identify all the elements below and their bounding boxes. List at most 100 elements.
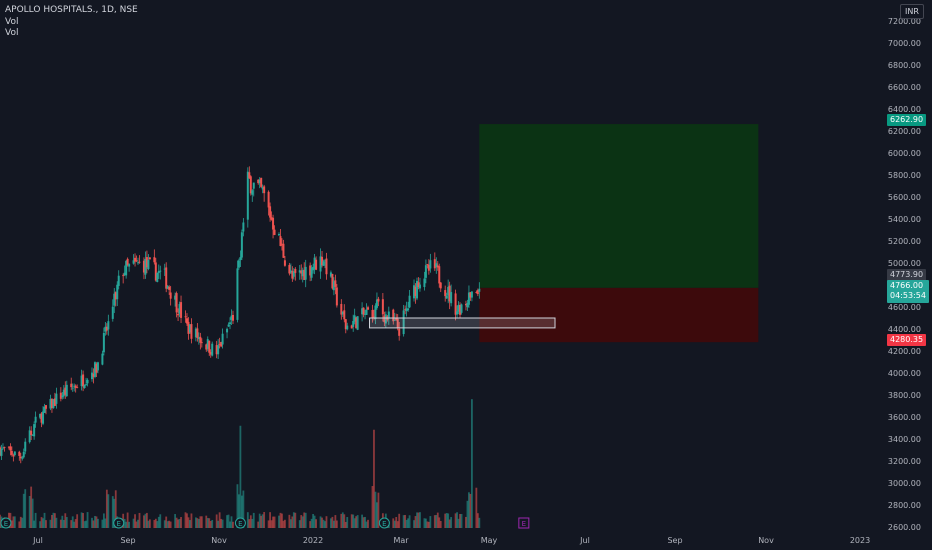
volume-bar [427, 521, 430, 528]
dividend-icon-frame [0, 517, 12, 529]
volume-bar [454, 513, 457, 528]
volume-bar [284, 519, 286, 528]
candle-body [331, 273, 334, 289]
candle-body [249, 176, 252, 194]
candle-body [82, 374, 85, 387]
candle-body [227, 324, 230, 327]
volume-bar [376, 502, 378, 528]
volume-bar [144, 513, 147, 528]
volume-bar [309, 521, 312, 528]
volume-bar [134, 514, 136, 528]
volume-bar [340, 513, 343, 528]
volume-legend-2[interactable]: Vol [5, 28, 19, 38]
volume-bar [220, 518, 223, 528]
candle-body [65, 384, 68, 397]
candle-body [169, 292, 172, 299]
candle-body [396, 318, 399, 329]
volume-bar [332, 520, 335, 528]
volume-bar [377, 492, 380, 528]
candle-body [270, 217, 273, 220]
volume-bar [135, 521, 138, 528]
candle-body [73, 385, 76, 387]
volume-bar [92, 520, 95, 528]
candle-body [280, 243, 283, 245]
candle-body [325, 258, 328, 275]
dividend-icon-frame [113, 517, 125, 529]
candle-body [444, 290, 447, 297]
volume-bar [168, 520, 171, 528]
volume-bar [45, 520, 47, 528]
candle-body [353, 315, 356, 322]
time-tick-label: Sep [667, 536, 682, 545]
candle-body [470, 291, 473, 298]
volume-bar [416, 512, 418, 528]
volume-bar [51, 514, 53, 528]
candle-body [374, 305, 377, 320]
volume-bar [12, 516, 15, 528]
candlesticks [0, 166, 481, 464]
candle-body [246, 171, 249, 220]
candle-body [404, 309, 407, 311]
symbol-title[interactable]: APOLLO HOSPITALS., 1D, NSE [5, 5, 138, 15]
volume-bar [344, 521, 347, 528]
volume-bar [82, 513, 85, 528]
candle-body [135, 260, 138, 262]
volume-bar [111, 496, 114, 528]
bar-countdown: 04:53:54 [890, 291, 926, 300]
candle-body [377, 298, 380, 302]
candle-body [283, 260, 286, 266]
volume-bar [33, 520, 36, 528]
volume-bar [146, 512, 148, 528]
volume-bar [215, 514, 218, 528]
candle-body [261, 187, 264, 190]
volume-bar [13, 516, 16, 528]
candle-body [128, 264, 131, 267]
volume-bar [159, 514, 162, 528]
candle-body [438, 266, 441, 284]
volume-legend-1[interactable]: Vol [5, 16, 19, 27]
candle-body [408, 295, 411, 308]
long-position-target-zone[interactable] [479, 124, 759, 288]
volume-bar [343, 514, 346, 528]
candle-body [356, 316, 359, 330]
volume-bar [64, 513, 67, 528]
dividend-icon: E [0, 517, 12, 529]
volume-bar [184, 512, 187, 528]
dividend-icon: E [378, 517, 390, 529]
time-axis[interactable]: Jul Sep Nov 2022 Mar May Jul Sep Nov 2023 [32, 536, 870, 545]
volume-bar [261, 514, 264, 528]
candle-body [279, 236, 282, 247]
candle-body [126, 258, 129, 265]
long-position-stop-zone[interactable] [479, 287, 759, 343]
volume-bar [356, 515, 359, 528]
volume-bar [460, 513, 463, 528]
candle-body [45, 405, 48, 409]
candle-body [402, 310, 405, 335]
volume-bar [21, 517, 24, 528]
price-tick-label: 5600.00 [888, 193, 921, 202]
candle-body [24, 441, 27, 452]
volume-bar [147, 520, 150, 528]
candle-body [180, 302, 183, 318]
volume-bar [288, 514, 291, 528]
candle-body [175, 293, 178, 313]
support-rectangle[interactable] [369, 317, 556, 329]
currency-button[interactable]: INR [900, 4, 924, 19]
candle-body [50, 398, 53, 409]
volume-bar [65, 517, 68, 528]
candle-body [392, 309, 395, 322]
candle-body [260, 177, 263, 187]
candle-body [361, 308, 364, 315]
volume-bar [34, 512, 37, 528]
volume-bar [174, 514, 177, 528]
candle-body [114, 292, 117, 300]
candle-body [10, 450, 13, 455]
volume-bar [242, 490, 245, 528]
volume-bars [0, 399, 481, 528]
volume-bar [476, 513, 479, 528]
volume-bar [165, 516, 168, 528]
candle-body [319, 256, 322, 272]
candle-body [239, 257, 242, 260]
candle-body [429, 260, 432, 269]
